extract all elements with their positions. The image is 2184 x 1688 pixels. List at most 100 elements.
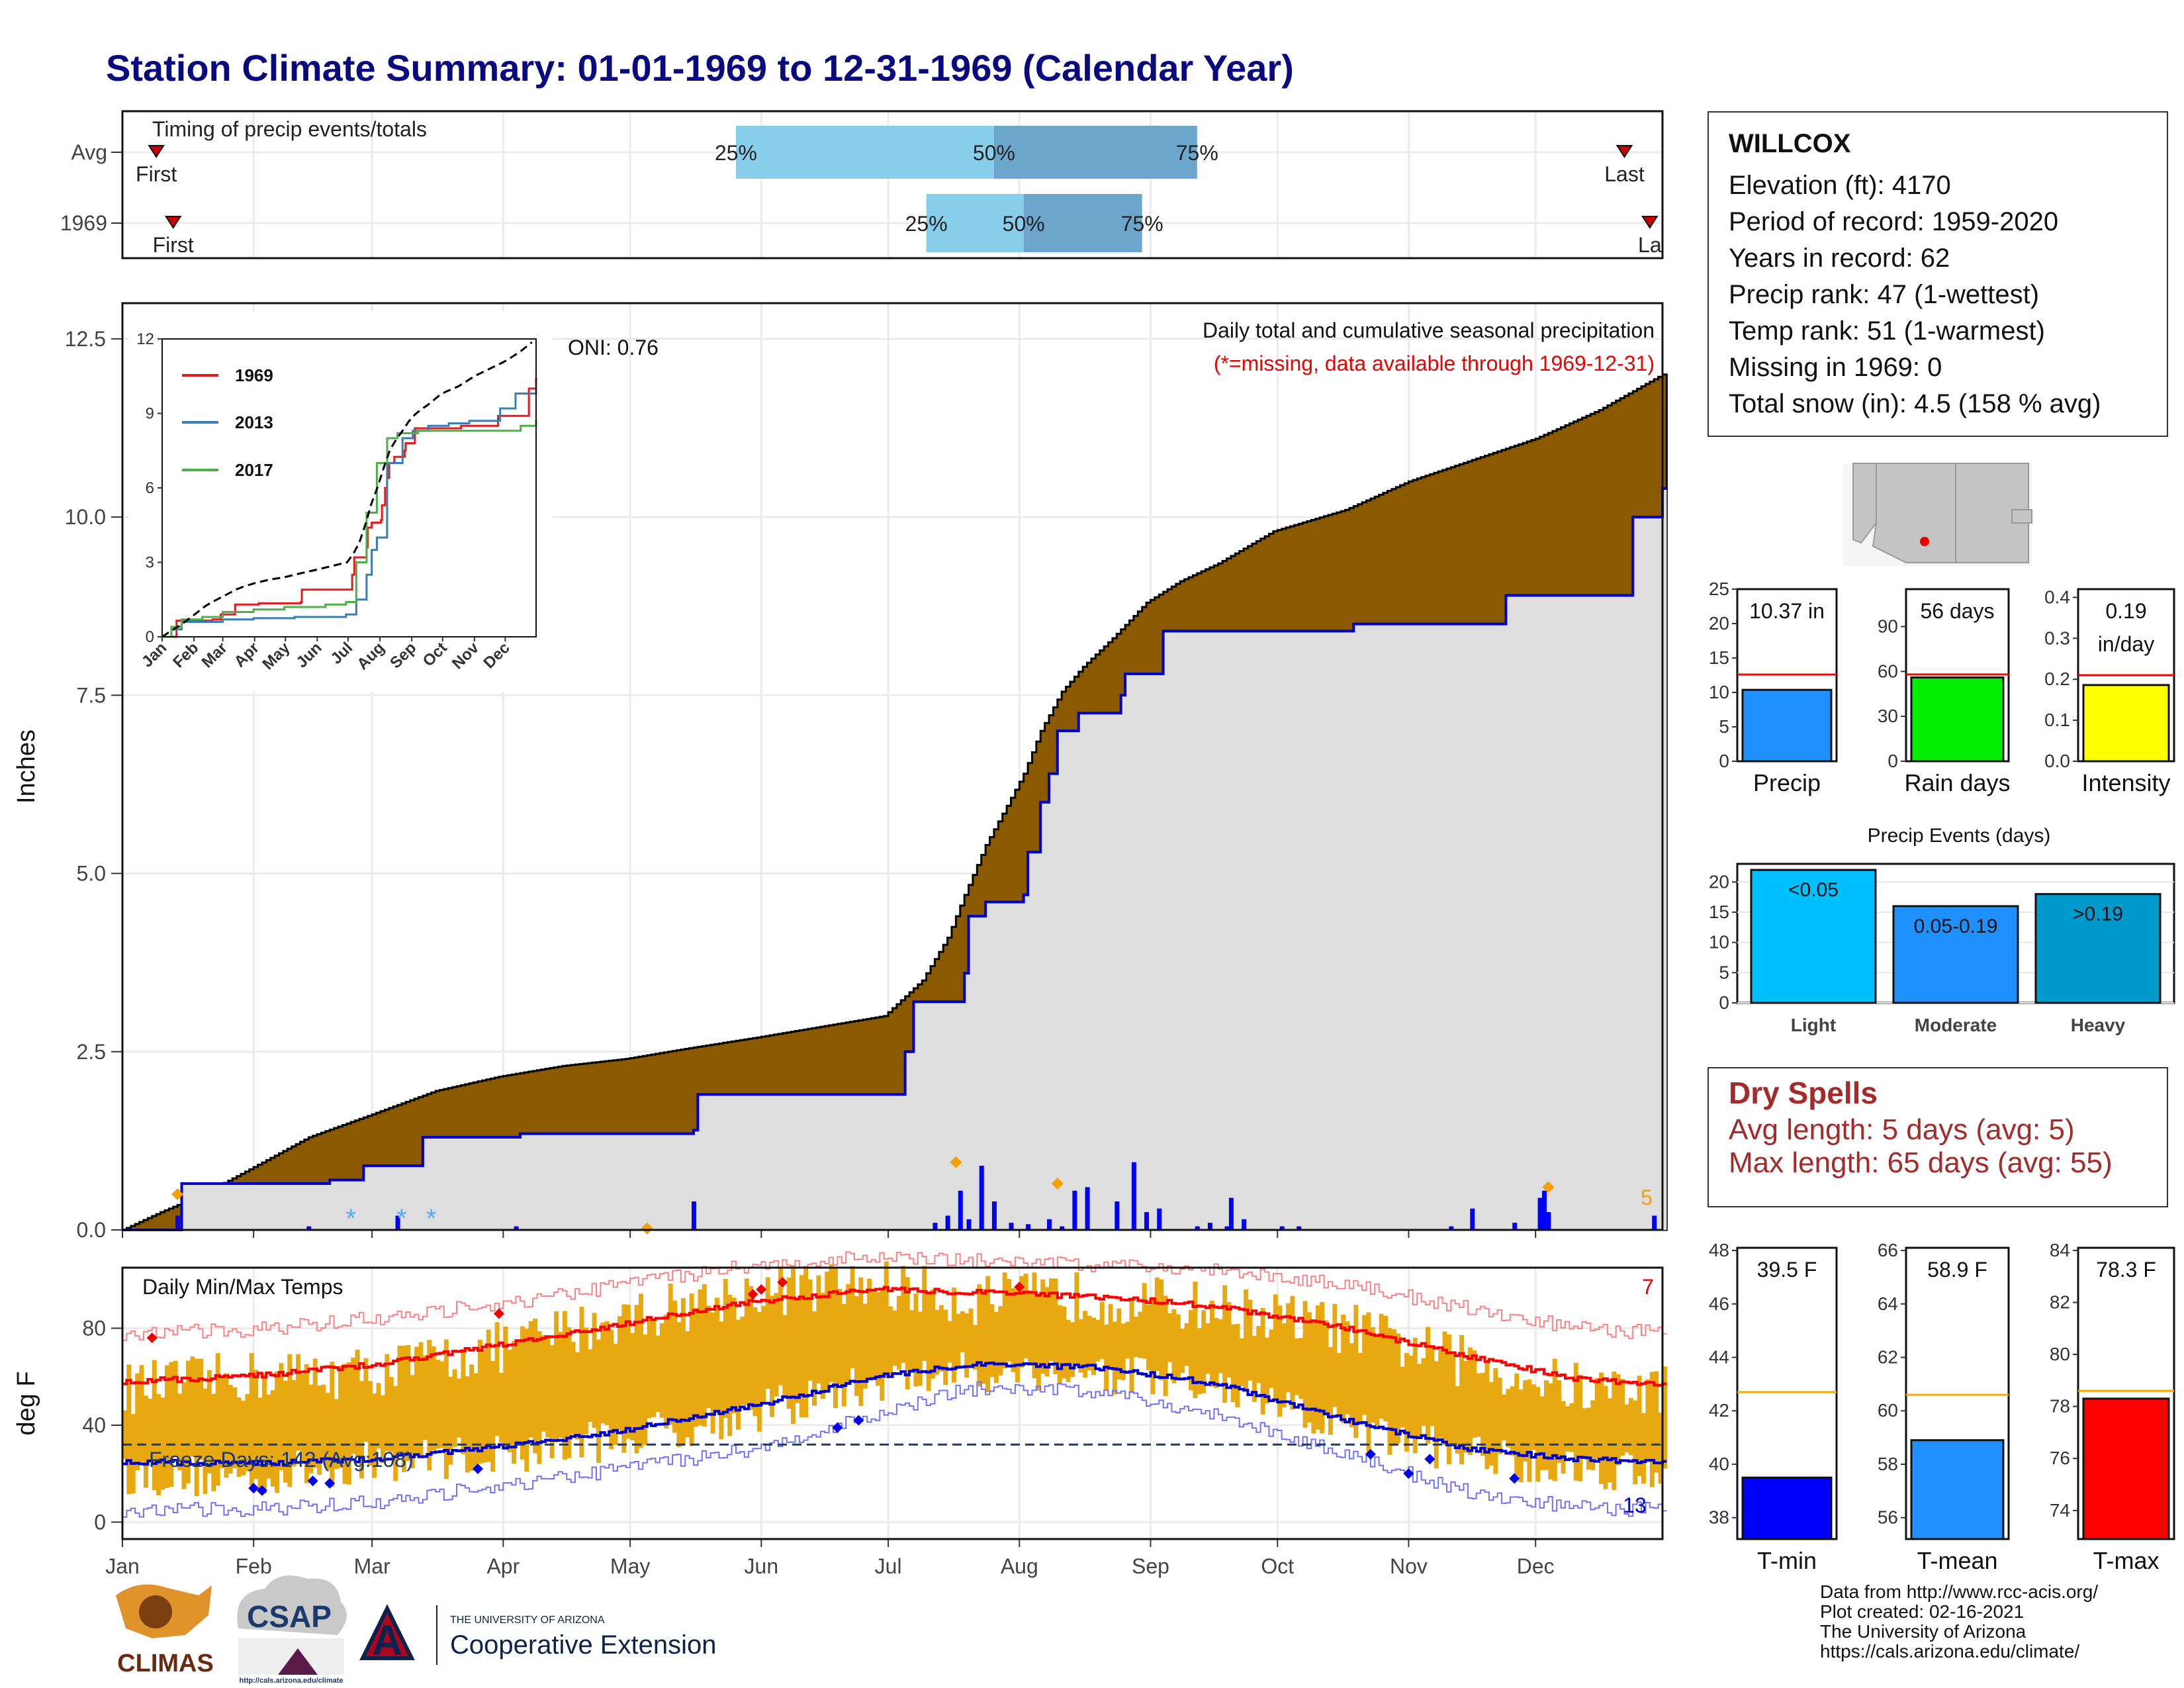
station-missing: Missing in 1969: 0 <box>1729 353 1942 382</box>
daily-temp-bar <box>825 1272 830 1393</box>
timing-chart: Timing of precip events/totals Avg 25% 50% 7… <box>60 108 1704 261</box>
ua-logo-mark <box>359 1604 415 1660</box>
month-tick-label: Aug <box>1001 1554 1038 1578</box>
daily-temp-bar <box>1484 1362 1490 1470</box>
daily-temp-bar <box>1159 1279 1164 1381</box>
record-low-marker <box>1424 1454 1435 1465</box>
temp-y-tick-label: 40 <box>82 1413 106 1437</box>
daily-temp-bar <box>901 1266 906 1363</box>
precip-y-axis-label: Inches <box>13 729 40 804</box>
daily-temp-bar <box>1582 1408 1587 1460</box>
daily-precip-bar <box>1470 1208 1475 1230</box>
daily-temp-bar <box>727 1295 733 1436</box>
daily-temp-bar <box>236 1397 242 1477</box>
daily-temp-bar <box>884 1261 889 1379</box>
daily-temp-bar <box>435 1360 441 1449</box>
daily-temp-bar <box>1070 1322 1075 1378</box>
daily-temp-bar <box>617 1316 622 1431</box>
timing-row-label: Avg <box>71 140 107 164</box>
daily-temp-bar <box>807 1279 813 1381</box>
daily-temp-bar <box>334 1399 339 1470</box>
daily-temp-bar <box>993 1311 999 1383</box>
credit-url: https://cals.arizona.edu/climate/ <box>1820 1641 2080 1662</box>
inset-series-1969 <box>162 377 537 638</box>
daily-temp-bar <box>321 1384 326 1462</box>
daily-temp-bar <box>643 1334 648 1446</box>
daily-temp-bar <box>1032 1272 1037 1378</box>
daily-temp-bar <box>152 1360 157 1491</box>
daily-temp-bar <box>194 1358 199 1497</box>
daily-temp-bar <box>820 1292 825 1399</box>
daily-temp-bar <box>1548 1383 1553 1479</box>
daily-temp-bar <box>1408 1355 1414 1438</box>
daily-temp-bar <box>1138 1311 1143 1358</box>
daily-temp-bar <box>731 1297 737 1413</box>
month-tick-label: Sep <box>1132 1554 1169 1578</box>
daily-temp-bar <box>376 1383 381 1449</box>
timing-pct-75: 75% <box>1121 212 1163 236</box>
daily-temp-bar <box>1387 1328 1392 1455</box>
daily-precip-bar <box>1449 1226 1454 1230</box>
daily-temp-bar <box>756 1312 762 1432</box>
daily-temp-bar <box>1087 1315 1092 1371</box>
record-precip-marker <box>1542 1181 1555 1194</box>
temp-title: Daily Min/Max Temps <box>142 1275 343 1299</box>
record-high-marker <box>777 1276 788 1288</box>
record-max-line <box>122 1251 1667 1341</box>
daily-temp-bar <box>1353 1305 1359 1438</box>
daily-temp-bar <box>1201 1310 1206 1393</box>
daily-temp-bar <box>443 1339 449 1479</box>
precip-summary-1-y-tick-label: 90 <box>1878 616 1898 637</box>
precip-summary-2-y-tick-label: 0.1 <box>2044 710 2070 730</box>
precip-frame <box>121 302 1664 1231</box>
temp-summary-0-value-label: 39.5 F <box>1757 1258 1817 1282</box>
daily-temp-bar <box>1633 1400 1638 1485</box>
daily-temp-bar <box>1649 1372 1655 1487</box>
timing-pct-50: 50% <box>973 141 1015 165</box>
daily-temp-bar <box>249 1352 254 1485</box>
daily-temp-bar <box>1502 1394 1507 1441</box>
timing-first-marker <box>164 216 182 229</box>
daily-temp-bar <box>862 1303 868 1389</box>
daily-temp-bar <box>380 1395 385 1464</box>
daily-temp-bar <box>1294 1338 1299 1395</box>
daily-temp-bar <box>1028 1290 1033 1366</box>
month-tick-label: May <box>610 1554 650 1578</box>
daily-precip-bar <box>1009 1223 1014 1230</box>
daily-temp-bar <box>203 1388 208 1494</box>
daily-temp-bar <box>498 1372 504 1443</box>
daily-temp-bar <box>1044 1287 1050 1377</box>
snow-day-marker: * <box>345 1204 356 1233</box>
csap-logo-cloud <box>237 1575 347 1635</box>
daily-precip-bar <box>1085 1187 1090 1230</box>
daily-temp-bar <box>1438 1350 1443 1438</box>
daily-temp-bar <box>1336 1352 1342 1416</box>
daily-temp-bar <box>1586 1407 1591 1470</box>
daily-temp-bar <box>512 1340 517 1464</box>
location-map <box>1843 463 2032 566</box>
daily-temp-bar <box>338 1366 343 1468</box>
precip-summary-0-value-label: 10.37 in <box>1749 599 1825 623</box>
daily-temp-bar <box>1426 1327 1430 1444</box>
precip-summary-1-value-label: 56 days <box>1920 599 1994 623</box>
daily-temp-bar <box>715 1297 719 1412</box>
daily-precip-bar <box>1131 1162 1136 1230</box>
daily-temp-bar <box>579 1307 584 1458</box>
daily-temp-bar <box>296 1354 301 1451</box>
daily-temp-bar <box>829 1264 834 1382</box>
daily-temp-bar <box>1095 1319 1101 1362</box>
daily-temp-bar <box>803 1266 809 1418</box>
precip-y-tick-label: 12.5 <box>65 327 106 351</box>
daily-temp-bar <box>1451 1354 1456 1444</box>
daily-temp-bar <box>406 1344 411 1461</box>
daily-temp-bar <box>1557 1380 1562 1463</box>
daily-temp-bar <box>1641 1413 1647 1484</box>
precip-summary-1-y-tick-label: 0 <box>1888 751 1898 771</box>
daily-temp-bar <box>638 1293 643 1448</box>
daily-temp-bar <box>465 1376 470 1473</box>
precip-events-chart: Precip Events (days) 0 5 10 15 20 <0.05 Light 0.… <box>1709 825 2175 1035</box>
daily-temp-bar <box>1624 1404 1629 1453</box>
temp-y-tick-label: 0 <box>94 1510 106 1534</box>
daily-temp-bar <box>1362 1315 1367 1415</box>
daily-temp-bar <box>1590 1400 1596 1470</box>
